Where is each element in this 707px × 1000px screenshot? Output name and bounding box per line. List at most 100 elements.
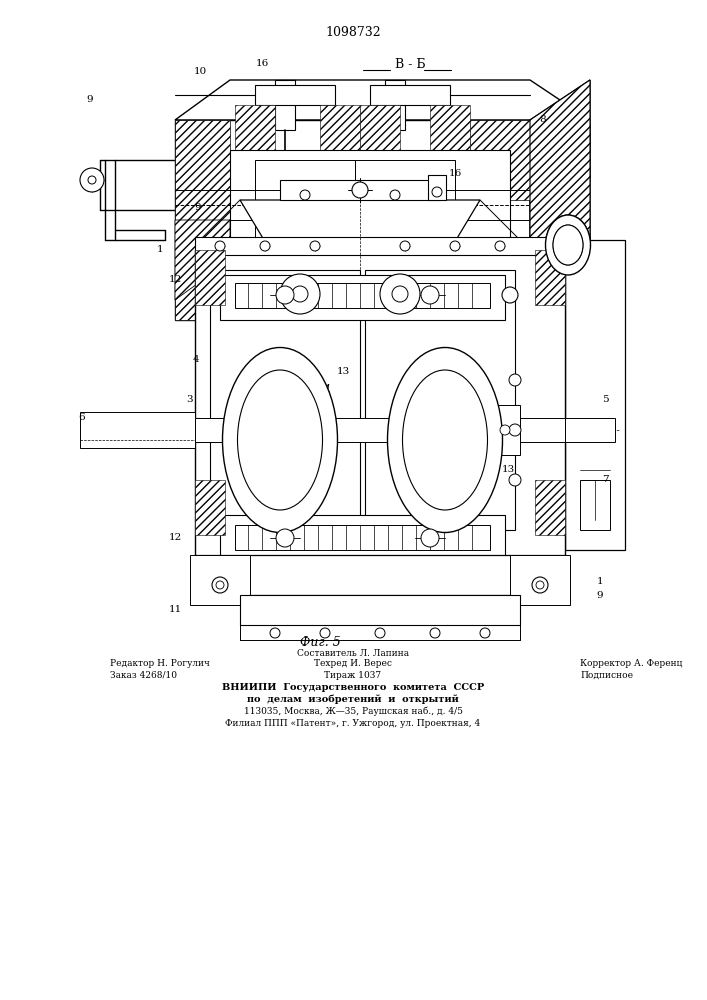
Ellipse shape (553, 225, 583, 265)
Circle shape (450, 241, 460, 251)
Polygon shape (175, 120, 530, 320)
Text: В - Б: В - Б (395, 58, 426, 72)
Ellipse shape (546, 215, 590, 275)
Bar (320, 105, 360, 160)
Bar (255, 85, 335, 105)
Text: Подписное: Подписное (580, 670, 633, 680)
Circle shape (320, 628, 330, 638)
Circle shape (392, 286, 408, 302)
Circle shape (536, 581, 544, 589)
Text: Редактор Н. Рогулич: Редактор Н. Рогулич (110, 658, 210, 668)
Circle shape (292, 286, 308, 302)
Bar (370, 85, 450, 105)
Text: Фиг. 5: Фиг. 5 (300, 636, 340, 648)
Text: 12: 12 (168, 275, 182, 284)
Circle shape (430, 628, 440, 638)
Circle shape (390, 190, 400, 200)
Circle shape (88, 176, 96, 184)
Bar (365, 270, 515, 530)
Text: 6: 6 (78, 414, 86, 422)
Ellipse shape (546, 215, 590, 275)
Bar (240, 595, 520, 625)
Ellipse shape (238, 370, 322, 510)
Text: Тираж 1037: Тираж 1037 (325, 670, 382, 680)
Circle shape (270, 628, 280, 638)
Text: 113035, Москва, Ж—35, Раушская наб., д. 4/5: 113035, Москва, Ж—35, Раушская наб., д. … (243, 706, 462, 716)
Bar (195, 237, 565, 255)
Bar (580, 480, 610, 530)
Bar (230, 150, 510, 260)
Text: 13: 13 (501, 466, 515, 475)
Polygon shape (240, 200, 480, 250)
Bar (280, 180, 440, 200)
Circle shape (300, 190, 310, 200)
Bar (355, 160, 455, 250)
Bar (510, 555, 570, 605)
Text: по  делам  изобретений  и  открытий: по делам изобретений и открытий (247, 694, 459, 704)
Text: Техред И. Верес: Техред И. Верес (314, 658, 392, 668)
Text: 13: 13 (337, 367, 350, 376)
Bar (565, 240, 625, 550)
Text: 9: 9 (87, 96, 93, 104)
Polygon shape (530, 80, 590, 320)
Text: 9: 9 (597, 590, 603, 599)
Bar (195, 555, 565, 595)
Text: 11: 11 (168, 605, 182, 614)
Bar (530, 120, 590, 180)
Text: 1: 1 (597, 578, 603, 586)
Bar (360, 105, 400, 160)
Ellipse shape (223, 348, 337, 532)
Polygon shape (175, 80, 590, 120)
Bar (210, 270, 360, 530)
Circle shape (260, 241, 270, 251)
Circle shape (509, 424, 521, 436)
Text: 12: 12 (168, 534, 182, 542)
Bar (428, 175, 446, 200)
Text: ВНИИПИ  Государственного  комитета  СССР: ВНИИПИ Государственного комитета СССР (222, 682, 484, 692)
Polygon shape (175, 220, 230, 300)
Circle shape (212, 577, 228, 593)
Bar (385, 80, 405, 130)
Circle shape (509, 374, 521, 386)
Text: 16: 16 (255, 60, 269, 68)
Circle shape (375, 628, 385, 638)
Ellipse shape (402, 370, 488, 510)
Bar (470, 120, 530, 200)
Text: 8: 8 (539, 115, 547, 124)
Circle shape (500, 425, 510, 435)
Circle shape (421, 286, 439, 304)
Bar (220, 515, 505, 560)
Bar (565, 418, 615, 442)
Text: 16: 16 (448, 168, 462, 178)
Circle shape (310, 241, 320, 251)
Bar (175, 120, 230, 220)
Text: 1098732: 1098732 (325, 25, 381, 38)
Circle shape (532, 577, 548, 593)
Circle shape (215, 241, 225, 251)
Bar (195, 250, 565, 560)
Bar (195, 480, 225, 535)
Text: Составитель Л. Лапина: Составитель Л. Лапина (297, 648, 409, 658)
Bar (195, 250, 225, 305)
Bar (235, 525, 490, 550)
Bar (235, 283, 490, 308)
Bar (80, 412, 195, 448)
Circle shape (80, 168, 104, 192)
Text: 3: 3 (187, 395, 193, 404)
Circle shape (276, 529, 294, 547)
Bar (190, 555, 250, 605)
Bar (235, 105, 275, 160)
Bar (90, 418, 200, 442)
Circle shape (400, 241, 410, 251)
Text: Филиал ППП «Патент», г. Ужгород, ул. Проектная, 4: Филиал ППП «Патент», г. Ужгород, ул. Про… (226, 718, 481, 728)
Circle shape (432, 187, 442, 197)
Circle shape (421, 529, 439, 547)
Circle shape (502, 287, 518, 303)
Text: Фиг. 4: Фиг. 4 (290, 383, 330, 396)
Bar (175, 260, 230, 320)
Bar (255, 160, 355, 250)
Bar (195, 418, 565, 442)
Circle shape (480, 628, 490, 638)
Text: 10: 10 (194, 68, 206, 77)
Polygon shape (530, 80, 590, 280)
